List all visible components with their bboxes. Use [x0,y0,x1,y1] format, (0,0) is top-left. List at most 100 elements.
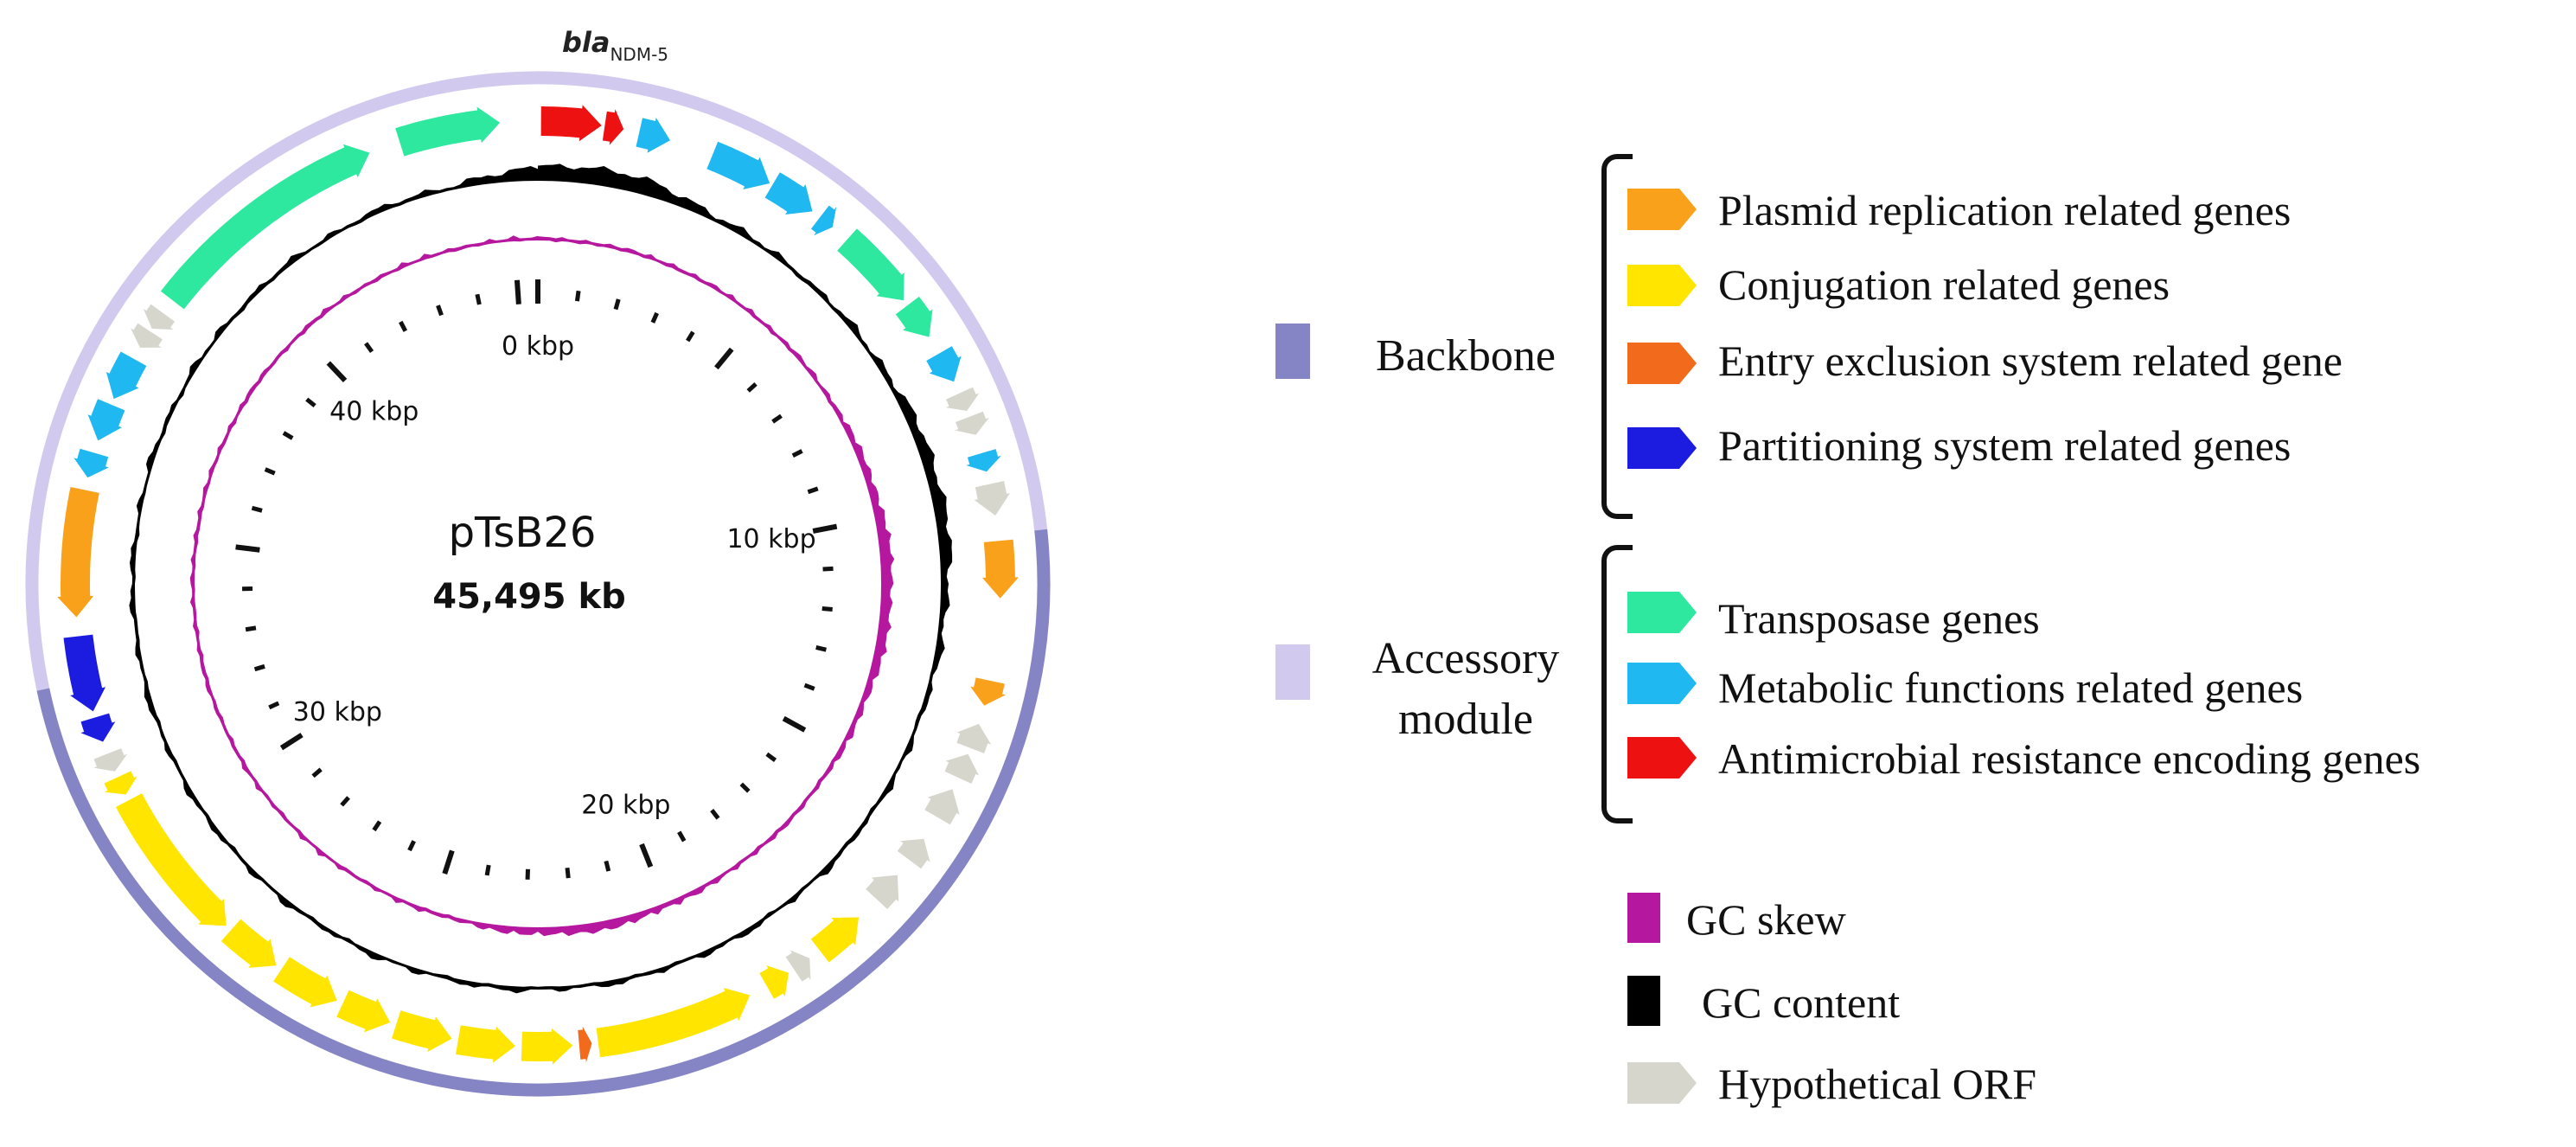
major-tick [326,361,348,382]
minor-tick [710,809,720,820]
metabolic-gene-arrow [966,449,1001,472]
backbone-ring-segment [36,529,1051,1097]
minor-tick [822,566,834,572]
scale-label: 20 kbp [581,790,670,820]
accessory-bracket [1601,545,1633,823]
minor-tick [475,293,482,305]
hypothetical-gene-arrow [944,753,979,784]
entry-gene-arrow [578,1026,592,1063]
minor-tick [677,830,687,843]
metabolic-gene-arrow [706,141,770,189]
minor-tick [807,486,819,495]
conjugation-gene-arrow [104,771,137,795]
minor-tick [245,625,257,632]
scale-ticks [235,279,838,880]
resistance-gene-arrow [602,109,624,145]
entry-exclusion-swatch [1627,343,1697,384]
backbone-swatch [1275,324,1310,379]
conjugation-gene-arrow [221,919,277,968]
hypothetical-gene-arrow [974,481,1010,516]
backbone-label: Backbone [1376,331,1556,381]
metabolic-gene-arrow [926,346,962,382]
hypothetical-gene-arrow [866,875,899,909]
plasmid-map: 0 kbp 10 kbp 20 kbp 30 kbp 40 kbp pTsB26 45,… [25,26,1051,1097]
partitioning-label: Partitioning system related genes [1718,421,2292,470]
minor-tick [311,767,323,779]
minor-tick [821,606,833,612]
hypothetical-gene-arrow [143,304,176,330]
accessory-ring-segment [25,71,1048,691]
replication-gene-arrow [57,487,99,618]
replication-label: Plasmid replication related genes [1718,186,2292,234]
replication-swatch [1627,189,1697,230]
minor-tick [436,304,444,317]
minor-tick [407,840,416,852]
hypothetical-gene-arrow [945,387,980,411]
minor-tick [746,382,757,393]
conjugation-swatch [1627,265,1697,306]
conjugation-gene-arrow [759,965,789,999]
minor-tick [771,413,783,424]
metabolic-swatch [1627,663,1697,704]
minor-tick [765,752,777,762]
minor-tick [264,467,276,476]
conjugation-gene-arrow [456,1025,515,1063]
minor-tick [650,311,659,324]
minor-tick [604,860,611,872]
scale-label: 30 kbp [293,697,382,727]
resistance-gene-arrow [540,105,602,142]
hypothetical-gene-arrow [785,950,811,982]
minor-tick [305,397,316,408]
minor-tick [613,298,621,311]
conjugation-gene-arrow [810,917,859,963]
conjugation-gene-arrow [392,1010,452,1053]
accessory-swatch [1275,644,1310,700]
major-tick [442,849,455,875]
major-tick [812,523,838,534]
minor-tick [251,505,263,513]
replication-gene-arrow [982,539,1019,599]
hypothetical-gene-arrow [956,723,992,753]
metabolic-gene-arrow [811,205,837,236]
scale-label: 0 kbp [502,331,574,362]
plasmid-name: pTsB26 [449,509,597,557]
backbone-bracket [1601,154,1633,519]
conjugation-gene-arrow [336,990,391,1033]
major-tick [782,715,807,733]
major-tick [279,733,304,751]
accessory-label-line1: Accessory [1371,634,1560,683]
minor-tick [372,820,382,832]
partitioning-gene-arrow [80,713,116,742]
gc-skew-label: GC skew [1686,895,1846,944]
minor-tick [574,290,581,302]
hypothetical-gene-arrow [131,323,163,348]
minor-tick [484,864,491,876]
major-tick [514,279,521,304]
minor-tick [815,645,827,652]
transposase-gene-arrow [160,144,370,310]
hypothetical-gene-arrow [93,748,128,772]
minor-tick [268,701,280,710]
hypothetical-orf-label: Hypothetical ORF [1718,1060,2037,1108]
module-ring [25,71,1051,1097]
metabolic-gene-arrow [636,118,670,153]
minor-tick [340,796,350,807]
scale-labels: 0 kbp 10 kbp 20 kbp 30 kbp 40 kbp [293,331,816,820]
transposase-label: Transposase genes [1718,594,2040,643]
minor-tick [739,782,751,793]
gc-content-label: GC content [1702,978,1901,1027]
metabolic-gene-arrow [764,172,813,215]
metabolic-label: Metabolic functions related genes [1718,663,2304,712]
transposase-gene-arrow [837,228,904,301]
conjugation-gene-arrow [116,793,227,926]
partitioning-gene-arrow [63,634,105,712]
major-tick [639,843,654,868]
scale-label: 40 kbp [329,396,419,426]
conjugation-gene-arrow [273,957,337,1008]
gene-features [57,105,1019,1065]
minor-tick [565,867,571,879]
gc-content-swatch [1627,976,1660,1026]
minor-tick [686,330,695,343]
minor-tick [399,320,408,332]
entry-exclusion-label: Entry exclusion system related gene [1718,336,2343,385]
